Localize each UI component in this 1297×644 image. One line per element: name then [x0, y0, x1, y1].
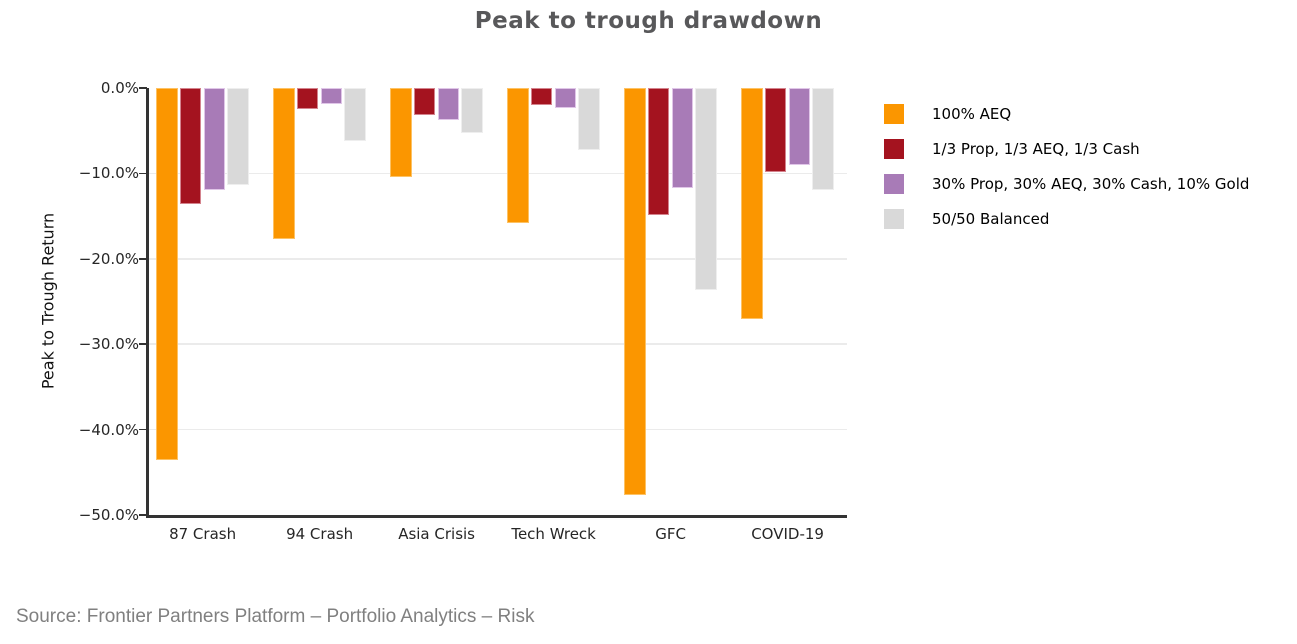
legend: 100% AEQ 1/3 Prop, 1/3 AEQ, 1/3 Cash 30% P… [884, 104, 1249, 244]
bar [695, 88, 717, 291]
x-axis-line [146, 515, 847, 518]
bar [413, 88, 436, 116]
y-tick-label: 0.0% [100, 79, 139, 97]
gridline [148, 258, 847, 260]
legend-swatch [884, 174, 904, 194]
y-tick-label: −10.0% [78, 164, 139, 183]
legend-label: 100% AEQ [932, 105, 1012, 123]
gridline [148, 172, 847, 175]
bar [227, 88, 249, 186]
bar [741, 88, 763, 319]
bar [578, 88, 600, 151]
legend-item-1[interactable]: 1/3 Prop, 1/3 AEQ, 1/3 Cash [884, 139, 1249, 159]
gridline [148, 428, 847, 431]
x-tick-label: COVID-19 [751, 525, 824, 543]
y-tick-mark [139, 343, 147, 345]
bar [156, 88, 178, 461]
bar [296, 88, 319, 110]
y-axis-line [146, 88, 149, 517]
bar [554, 88, 577, 109]
bar [437, 88, 460, 120]
bar [273, 88, 295, 240]
gridline [148, 343, 847, 345]
bar [671, 88, 694, 188]
bar [390, 88, 412, 177]
y-tick-label: −40.0% [78, 420, 139, 439]
y-tick-mark [139, 514, 147, 516]
y-axis-title: Peak to Trough Return [38, 212, 58, 390]
legend-item-2[interactable]: 30% Prop, 30% AEQ, 30% Cash, 10% Gold [884, 174, 1249, 194]
bar [530, 88, 553, 106]
y-tick-label: −30.0% [78, 335, 139, 354]
y-tick-mark [139, 87, 147, 89]
legend-swatch [884, 209, 904, 229]
y-tick-label: −20.0% [78, 249, 139, 268]
bar [320, 88, 343, 105]
bar [507, 88, 529, 223]
y-tick-mark [139, 172, 147, 175]
bar [788, 88, 811, 165]
bar [179, 88, 202, 205]
bar [764, 88, 787, 172]
legend-label: 50/50 Balanced [932, 210, 1050, 228]
x-tick-label: 87 Crash [169, 525, 237, 543]
bar [203, 88, 226, 191]
x-tick-label: Tech Wreck [511, 525, 596, 543]
x-tick-label: Asia Crisis [398, 525, 475, 543]
bar [344, 88, 366, 141]
chart-title: Peak to trough drawdown [474, 8, 823, 34]
bar [624, 88, 646, 495]
legend-swatch [884, 104, 904, 124]
x-tick-label: 94 Crash [286, 525, 354, 543]
legend-swatch [884, 139, 904, 159]
y-tick-mark [139, 428, 147, 431]
y-tick-mark [139, 258, 147, 260]
y-tick-label: −50.0% [78, 506, 139, 524]
bar [812, 88, 834, 191]
source-note: Source: Frontier Partners Platform – Por… [16, 606, 535, 627]
legend-item-3[interactable]: 50/50 Balanced [884, 209, 1249, 229]
bar [461, 88, 483, 134]
legend-label: 1/3 Prop, 1/3 AEQ, 1/3 Cash [932, 140, 1140, 158]
bar [647, 88, 670, 216]
legend-label: 30% Prop, 30% AEQ, 30% Cash, 10% Gold [932, 175, 1250, 193]
legend-item-0[interactable]: 100% AEQ [884, 104, 1249, 124]
x-tick-label: GFC [655, 525, 686, 543]
